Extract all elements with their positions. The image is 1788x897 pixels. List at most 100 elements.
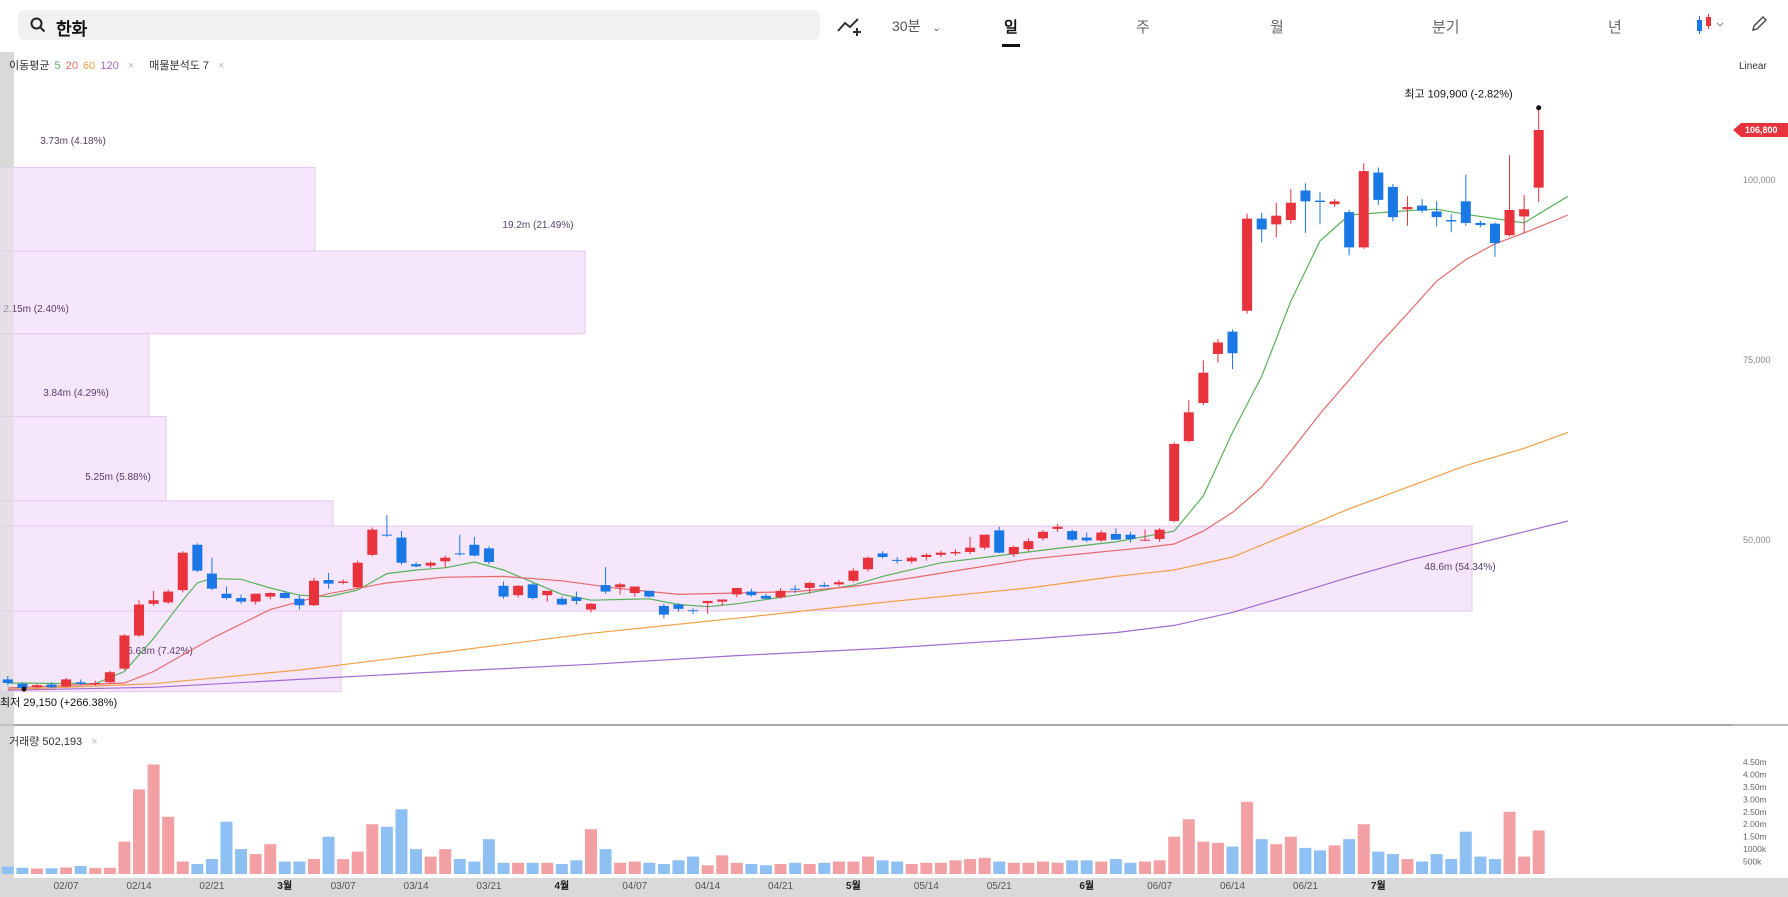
candle-body bbox=[1519, 209, 1530, 217]
candle-body bbox=[1446, 220, 1457, 222]
volume-tick-label: 3.00m bbox=[1743, 794, 1767, 804]
tab-week[interactable]: 주 bbox=[1136, 19, 1150, 36]
candle-body bbox=[411, 564, 422, 567]
price-chart[interactable]: 3.73m (4.18%) 19.2m (21.49%) 2.15m (2.40%)… bbox=[0, 52, 1788, 892]
candle-body bbox=[483, 548, 494, 563]
volume-tick-label: 4.00m bbox=[1743, 769, 1767, 779]
x-tick-label: 4월 bbox=[554, 880, 569, 892]
close-icon[interactable]: × bbox=[91, 736, 98, 748]
volume-bar bbox=[920, 862, 933, 874]
volume-bar bbox=[497, 862, 510, 874]
volume-bar bbox=[89, 868, 102, 874]
volume-bar bbox=[1007, 862, 1020, 874]
candle-body bbox=[396, 537, 407, 563]
candle-body bbox=[921, 554, 932, 557]
scale-toggle[interactable]: Linear bbox=[1739, 61, 1767, 72]
volume-bar bbox=[832, 861, 845, 874]
candle-body bbox=[804, 582, 815, 588]
drawing-tool-icon[interactable] bbox=[836, 14, 862, 36]
candle-body bbox=[1125, 534, 1136, 539]
volume-bar bbox=[1343, 839, 1356, 874]
ma-legend[interactable]: 이동평균 5 20 60 120 × 매물분석도 7 × bbox=[9, 57, 227, 73]
volume-profile-label: 19.2m (21.49%) bbox=[502, 220, 573, 231]
candle-body bbox=[571, 597, 582, 601]
candle-body bbox=[1417, 205, 1428, 211]
candle-body bbox=[1373, 172, 1384, 200]
volume-bar bbox=[1226, 846, 1239, 874]
chart-area[interactable]: 3.73m (4.18%) 19.2m (21.49%) 2.15m (2.40%)… bbox=[0, 52, 1788, 892]
volume-bar bbox=[599, 849, 612, 874]
volume-bar bbox=[847, 861, 860, 874]
volume-bar bbox=[1153, 860, 1166, 874]
volume-bar bbox=[745, 864, 758, 874]
volume-bar bbox=[395, 809, 408, 874]
candle-body bbox=[877, 553, 888, 557]
ma-20: 20 bbox=[65, 60, 78, 72]
volume-bar bbox=[1357, 824, 1370, 874]
volume-bar bbox=[1, 866, 14, 874]
candle-type-icon[interactable] bbox=[1694, 14, 1726, 36]
candle-body bbox=[46, 684, 57, 688]
volume-bar bbox=[1022, 862, 1035, 874]
volume-profile-bar bbox=[0, 416, 167, 502]
volume-legend[interactable]: 거래량 502,193 × bbox=[9, 733, 100, 749]
candle-body bbox=[848, 570, 859, 581]
ma-label: 이동평균 bbox=[9, 60, 50, 72]
candle-body bbox=[1169, 443, 1180, 521]
current-price-label: 106,800 bbox=[1745, 125, 1778, 135]
volume-bar bbox=[468, 861, 481, 874]
volume-bar bbox=[803, 864, 816, 874]
interval-select[interactable]: 30분 ⌄ bbox=[892, 16, 941, 36]
volume-bar bbox=[16, 867, 29, 874]
tab-day[interactable]: 일 bbox=[1002, 16, 1020, 47]
candle-body bbox=[819, 585, 830, 587]
candle-body bbox=[600, 585, 611, 592]
search-box[interactable]: 한화 bbox=[18, 10, 820, 40]
volume-bar bbox=[1284, 836, 1297, 874]
volume-bar bbox=[1299, 847, 1312, 874]
candle-body bbox=[308, 580, 319, 606]
x-tick-label: 02/07 bbox=[54, 881, 79, 892]
y-tick-label: 50,000 bbox=[1743, 535, 1771, 545]
low-label: 최저 29,150 (+266.38%) bbox=[0, 696, 117, 709]
candle-body bbox=[965, 547, 976, 552]
close-icon[interactable]: × bbox=[218, 60, 225, 72]
volume-bar bbox=[162, 816, 175, 874]
pencil-icon[interactable] bbox=[1750, 15, 1768, 33]
x-tick-label: 5월 bbox=[846, 880, 861, 892]
volume-bar bbox=[701, 865, 714, 874]
candle-body bbox=[1533, 130, 1544, 188]
volume-profile-bar bbox=[0, 166, 316, 252]
candle-body bbox=[2, 679, 13, 683]
candle-body bbox=[1052, 526, 1063, 529]
candle-body bbox=[658, 605, 669, 615]
volume-tick-label: 1.50m bbox=[1743, 832, 1767, 842]
volume-bar bbox=[759, 865, 772, 874]
candle-body bbox=[425, 562, 436, 566]
candle-body bbox=[1242, 218, 1253, 311]
tab-month[interactable]: 월 bbox=[1270, 19, 1284, 36]
tab-year[interactable]: 년 bbox=[1608, 19, 1622, 36]
candle-body bbox=[250, 593, 261, 602]
candle-body bbox=[994, 530, 1005, 553]
volume-tick-label: 500k bbox=[1743, 857, 1762, 867]
candle-body bbox=[1067, 531, 1078, 540]
volume-bar bbox=[1036, 861, 1049, 874]
candle-body bbox=[950, 551, 961, 554]
x-tick-label: 03/21 bbox=[476, 881, 501, 892]
volume-profile-label: 5.25m (5.88%) bbox=[85, 472, 151, 483]
volume-bar bbox=[1095, 861, 1108, 874]
volume-bar bbox=[1139, 861, 1152, 874]
close-icon[interactable]: × bbox=[127, 60, 135, 72]
candle-body bbox=[1315, 200, 1325, 203]
candle-body bbox=[1096, 532, 1107, 541]
high-marker bbox=[1536, 105, 1542, 111]
tab-quarter[interactable]: 분기 bbox=[1432, 19, 1460, 36]
volume-bar bbox=[672, 860, 685, 874]
volume-label: 거래량 502,193 bbox=[9, 736, 83, 748]
left-edge-shade bbox=[0, 52, 14, 878]
volume-bar bbox=[1182, 819, 1195, 874]
candle-body bbox=[688, 610, 699, 612]
candle-body bbox=[177, 552, 188, 591]
candle-body bbox=[702, 600, 713, 604]
